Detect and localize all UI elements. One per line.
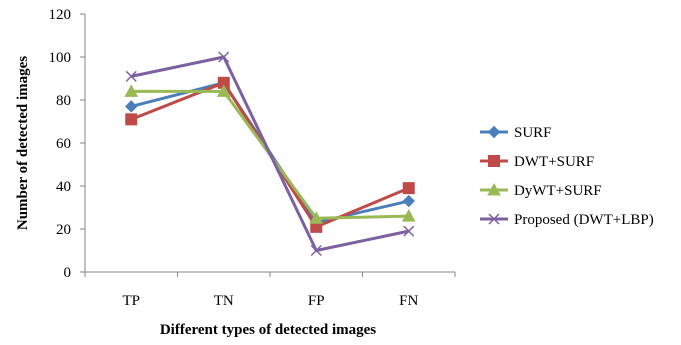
data-point [125, 70, 137, 82]
data-point [403, 225, 415, 237]
legend-item: Proposed (DWT+LBP) [480, 212, 654, 228]
legend: SURF DWT+SURF DyWT+SURF Proposed (DWT+LBP) [480, 125, 654, 228]
legend-item: DyWT+SURF [480, 182, 602, 199]
series-group [125, 51, 415, 257]
y-tick-label: 20 [56, 222, 71, 238]
legend-marker [488, 213, 500, 225]
x-tick-label: TN [214, 293, 234, 309]
legend-label: SURF [514, 125, 552, 141]
legend-label: DWT+SURF [514, 154, 594, 170]
x-axis-title: Different types of detected images [160, 322, 376, 338]
y-axis-title: Number of detected images [15, 56, 31, 230]
x-tick-label: TP [122, 293, 140, 309]
data-point [125, 100, 138, 113]
data-point [310, 244, 322, 257]
legend-label: DyWT+SURF [514, 183, 602, 199]
legend-marker [488, 155, 500, 167]
y-tick-label: 40 [56, 179, 71, 195]
data-point [216, 84, 231, 97]
legend-item: SURF [480, 125, 552, 141]
legend-marker [487, 125, 501, 139]
y-tick-label: 80 [56, 93, 71, 109]
y-tick-label: 100 [49, 50, 72, 66]
data-point [309, 211, 324, 224]
series [124, 51, 416, 257]
legend-item: DWT+SURF [480, 154, 594, 170]
x-tick-label: FP [308, 293, 325, 309]
legend-label: Proposed (DWT+LBP) [514, 212, 654, 228]
data-point [218, 51, 230, 63]
data-point [401, 209, 416, 222]
series-line [130, 55, 410, 252]
y-tick-label: 120 [49, 7, 72, 23]
y-tick-label: 0 [64, 265, 72, 281]
x-tick-label: FN [399, 293, 418, 309]
data-point [124, 84, 139, 97]
y-tick-label: 60 [56, 136, 71, 152]
data-point [402, 194, 415, 208]
data-point [402, 182, 415, 195]
data-point [125, 113, 138, 126]
legend-marker [487, 182, 501, 196]
x-ticks: TP TN FP FN [84, 272, 456, 309]
y-ticks: 0 20 40 60 80 100 120 [49, 7, 85, 281]
